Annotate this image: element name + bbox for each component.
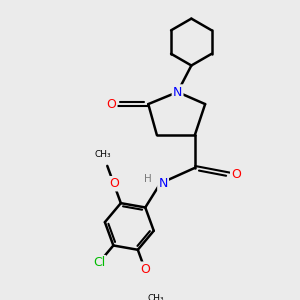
- Text: CH₃: CH₃: [95, 150, 112, 159]
- Text: O: O: [140, 263, 150, 276]
- Text: CH₃: CH₃: [147, 294, 164, 300]
- Text: N: N: [173, 85, 182, 98]
- Text: O: O: [109, 177, 119, 190]
- Text: Cl: Cl: [93, 256, 105, 269]
- Text: O: O: [106, 98, 116, 111]
- Text: H: H: [144, 174, 152, 184]
- Text: O: O: [231, 168, 241, 181]
- Text: N: N: [158, 177, 168, 190]
